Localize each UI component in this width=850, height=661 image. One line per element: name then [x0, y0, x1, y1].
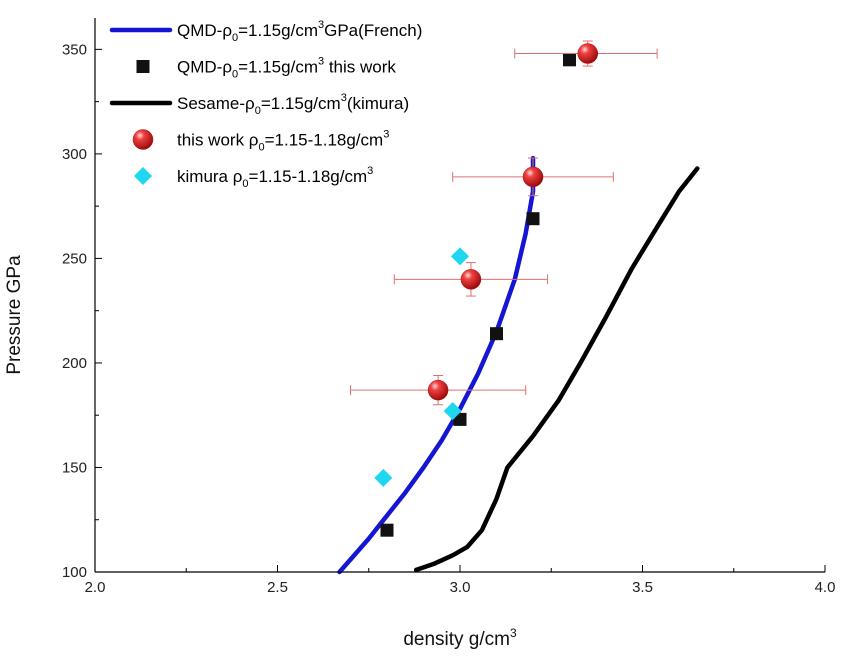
legend-marker [136, 60, 150, 73]
legend-text: =1.15g/cm [238, 58, 318, 77]
y-tick-label: 150 [62, 459, 87, 476]
y-tick-label: 350 [62, 41, 87, 58]
y-tick-label: 300 [62, 146, 87, 163]
data-point [522, 166, 544, 188]
legend-label: this work ρ0=1.15-1.18g/cm3 [177, 129, 389, 154]
y-tick-label: 100 [62, 564, 87, 581]
x-tick-label: 2.5 [267, 579, 288, 596]
legend-superscript: 3 [341, 92, 347, 104]
y-axis-label: Pressure GPa [4, 255, 25, 375]
legend-text: =1.15g/cm [238, 21, 318, 40]
legend-entry: kimura ρ0=1.15-1.18g/cm3 [134, 165, 373, 190]
series-3 [350, 40, 658, 406]
legend-text: QMD-ρ [177, 21, 232, 40]
legend-subscript: 0 [242, 178, 248, 190]
legend-label: QMD-ρ0=1.15g/cm3 this work [177, 56, 396, 81]
x-tick-label: 2.0 [85, 579, 106, 596]
series-4 [374, 247, 469, 487]
legend-text: =1.15g/cm [261, 94, 341, 113]
data-point [526, 212, 540, 226]
legend-text: this work [324, 58, 396, 77]
y-tick-label: 200 [62, 355, 87, 372]
data-point [460, 269, 482, 290]
legend-text: this work ρ [177, 131, 258, 150]
legend-subscript: 0 [232, 69, 238, 81]
axes: 2.0 2.5 3.0 3.5 4.0100150200250300350density… [4, 18, 835, 650]
legend: QMD-ρ0=1.15g/cm3GPa(French)QMD-ρ0=1.15g/… [109, 19, 422, 190]
legend-marker [132, 129, 154, 150]
legend-marker [134, 167, 152, 185]
data-point [453, 412, 467, 426]
series-line [337, 155, 536, 575]
x-tick-label: 3.5 [632, 579, 653, 596]
x-tick-label: 4.0 [815, 579, 836, 596]
legend-entry: QMD-ρ0=1.15g/cm3 this work [136, 56, 396, 81]
legend-subscript: 0 [258, 142, 264, 154]
x-axis-label: density g/cm3 [403, 626, 517, 650]
data-point [427, 379, 449, 401]
legend-entry: QMD-ρ0=1.15g/cm3GPa(French) [109, 19, 422, 44]
data-point [563, 53, 576, 67]
legend-entry: Sesame-ρ0=1.15g/cm3(kimura) [109, 92, 409, 117]
x-axis-label-superscript: 3 [510, 626, 517, 640]
series-0 [337, 155, 536, 575]
x-axis-label-text: density g/cm [403, 629, 510, 650]
legend-label: Sesame-ρ0=1.15g/cm3(kimura) [177, 92, 409, 117]
legend-entry: this work ρ0=1.15-1.18g/cm3 [132, 129, 389, 154]
y-tick-label: 250 [62, 250, 87, 267]
legend-subscript: 0 [232, 32, 238, 44]
series-2 [413, 166, 700, 573]
legend-superscript: 3 [318, 56, 324, 68]
data-point [443, 402, 462, 421]
legend-text: QMD-ρ [177, 58, 232, 77]
legend-text: =1.15-1.18g/cm [265, 131, 384, 150]
series-line [413, 166, 700, 573]
legend-text: Sesame-ρ [177, 94, 255, 113]
legend-subscript: 0 [255, 105, 261, 117]
legend-superscript: 3 [367, 165, 373, 177]
legend-superscript: 3 [383, 129, 389, 141]
legend-label: QMD-ρ0=1.15g/cm3GPa(French) [177, 19, 422, 44]
data-point [577, 43, 598, 64]
series-1 [380, 53, 576, 537]
x-tick-label: 3.0 [450, 579, 471, 596]
data-point [490, 327, 503, 341]
legend-text: =1.15-1.18g/cm [249, 167, 368, 186]
legend-superscript: 3 [318, 19, 324, 31]
legend-text: (kimura) [347, 94, 409, 113]
data-point [380, 523, 394, 537]
data-point [451, 247, 469, 266]
legend-label: kimura ρ0=1.15-1.18g/cm3 [177, 165, 373, 190]
legend-text: GPa(French) [324, 21, 422, 40]
legend-text: kimura ρ [177, 167, 242, 186]
series-layer [337, 40, 700, 575]
data-point [374, 468, 393, 487]
